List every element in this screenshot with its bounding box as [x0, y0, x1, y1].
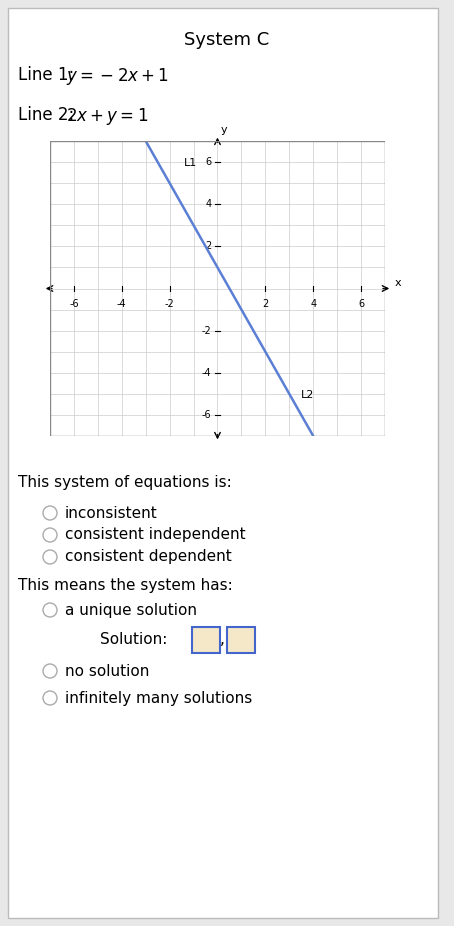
Text: 2: 2 [262, 299, 268, 309]
Text: consistent dependent: consistent dependent [65, 549, 232, 565]
Circle shape [43, 550, 57, 564]
Text: $y=-2x+1$: $y=-2x+1$ [66, 66, 169, 87]
Text: 6: 6 [358, 299, 364, 309]
Text: infinitely many solutions: infinitely many solutions [65, 691, 252, 706]
Text: Line 1:: Line 1: [18, 66, 79, 84]
FancyBboxPatch shape [227, 627, 255, 653]
Text: ,: , [220, 632, 224, 647]
Circle shape [43, 603, 57, 617]
Text: This means the system has:: This means the system has: [18, 578, 233, 593]
Text: inconsistent: inconsistent [65, 506, 158, 520]
Text: 2: 2 [205, 242, 212, 251]
Text: -4: -4 [202, 368, 212, 378]
Text: -6: -6 [202, 410, 212, 419]
Text: x: x [395, 278, 401, 288]
Text: L1: L1 [184, 158, 197, 169]
FancyBboxPatch shape [8, 8, 438, 918]
Text: Line 2:: Line 2: [18, 106, 79, 124]
Circle shape [43, 506, 57, 520]
Text: -2: -2 [165, 299, 174, 309]
Circle shape [43, 528, 57, 542]
Text: -6: -6 [69, 299, 79, 309]
Text: $2x+y=1$: $2x+y=1$ [66, 106, 148, 127]
Text: y: y [221, 125, 228, 134]
Text: System C: System C [184, 31, 270, 49]
Circle shape [43, 664, 57, 678]
Text: -2: -2 [202, 326, 212, 335]
Text: 4: 4 [205, 199, 212, 209]
Text: 6: 6 [205, 157, 212, 167]
Text: L2: L2 [301, 390, 315, 400]
Text: Solution:: Solution: [100, 632, 168, 647]
Text: consistent independent: consistent independent [65, 528, 246, 543]
Text: no solution: no solution [65, 664, 149, 679]
Text: 4: 4 [310, 299, 316, 309]
Circle shape [43, 691, 57, 705]
Text: -4: -4 [117, 299, 127, 309]
FancyBboxPatch shape [192, 627, 220, 653]
Text: a unique solution: a unique solution [65, 603, 197, 618]
Text: This system of equations is:: This system of equations is: [18, 475, 232, 490]
